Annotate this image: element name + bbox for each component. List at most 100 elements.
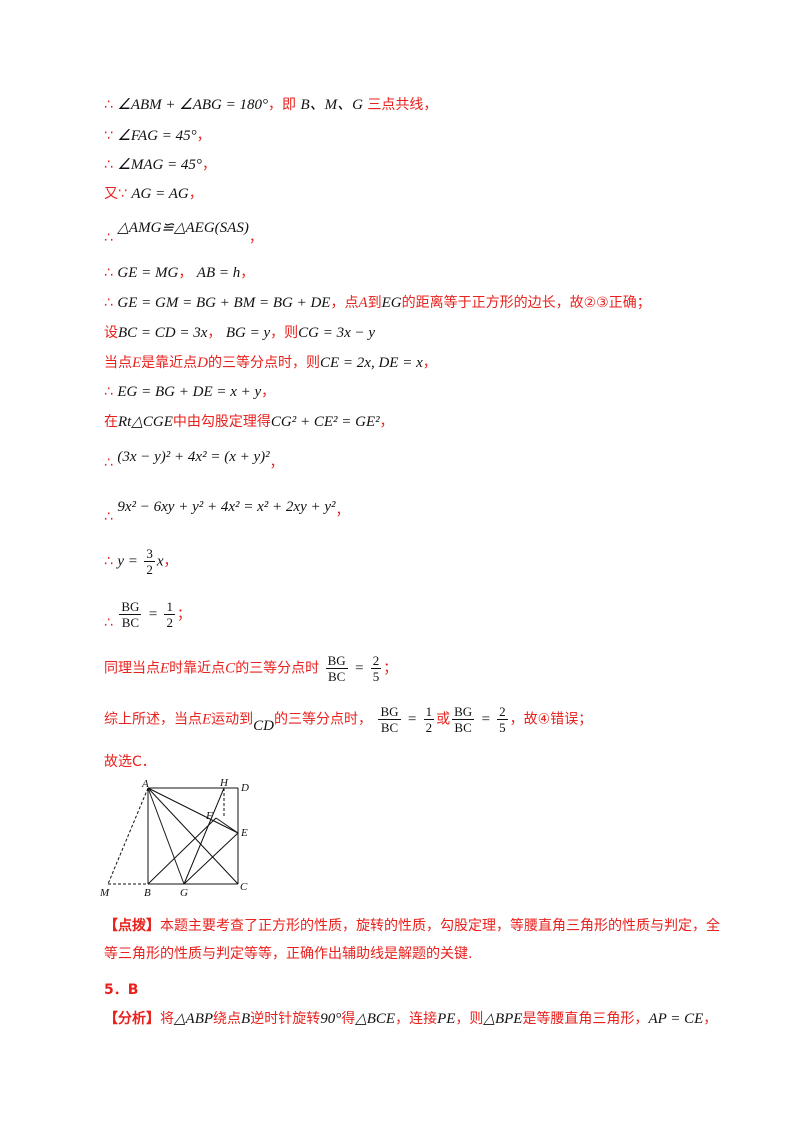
equals: = xyxy=(147,606,159,623)
text: ，故④错误； xyxy=(509,711,593,728)
fraction: BG BC xyxy=(452,704,475,735)
numerator: BG xyxy=(325,653,348,669)
line-9: 当点E是靠近点D的三等分点时，则CE = 2x, DE = x， xyxy=(104,353,437,373)
math-expression: EG = BG + DE = x + y xyxy=(117,384,262,400)
text: 是等腰直角三角形， xyxy=(522,1011,649,1027)
math-expression: △ABP xyxy=(174,1011,214,1027)
denominator: BC xyxy=(121,615,140,630)
label-d: D xyxy=(240,782,249,794)
label-e: E xyxy=(240,827,248,839)
text: 综上所述，当点 xyxy=(104,711,202,728)
math-expression: Rt△CGE xyxy=(118,414,173,430)
text: ，则 xyxy=(270,325,299,341)
math-expression: △BPE xyxy=(483,1011,523,1027)
therefore-symbol: ∴ xyxy=(104,553,113,570)
math-expression: 9x² − 6xy + y² + 4x² = x² + 2xy + y² xyxy=(117,499,336,515)
math-expression: (3x − y)² + 4x² = (x + y)² xyxy=(117,449,270,465)
math-expression: AG = AG xyxy=(131,186,189,202)
line-2: ∵ ∠FAG = 45°， xyxy=(104,126,211,146)
line-16: 同理当点E时靠近点C的三等分点时 BG BC = 2 5； xyxy=(104,653,397,684)
fraction: BG BC xyxy=(119,599,142,630)
analysis-tag: 【分析】 xyxy=(104,1011,160,1027)
text: 的三等分点时，则 xyxy=(208,355,321,371)
segment: CD xyxy=(253,717,275,734)
line-15: ∴ BG BC = 1 2； xyxy=(104,599,191,631)
text: 的三等分点时， xyxy=(274,711,373,728)
denominator: 2 xyxy=(166,615,173,630)
therefore-symbol: ∴ xyxy=(104,509,113,525)
point: A xyxy=(358,295,368,311)
text: ， xyxy=(188,186,203,202)
text: ， xyxy=(269,455,284,471)
denominator: BC xyxy=(380,720,399,735)
numerator: 3 xyxy=(144,546,155,562)
text: ， xyxy=(379,414,394,430)
line-12: ∴ (3x − y)² + 4x² = (x + y)²， xyxy=(104,447,284,471)
equals: = xyxy=(354,660,365,677)
point: C xyxy=(225,660,236,677)
therefore-symbol: ∴ xyxy=(104,230,113,246)
numerator: 2 xyxy=(370,653,382,669)
numerator: BG xyxy=(452,704,475,720)
text: ， xyxy=(196,128,211,144)
point: D xyxy=(197,355,209,371)
answer-label: 5．B xyxy=(104,982,139,998)
math-expression: ∠MAG = 45° xyxy=(117,157,202,173)
line-5: ∴ △AMG≌△AEG(SAS)， xyxy=(104,218,263,246)
tip-paragraph: 【点拨】本题主要考查了正方形的性质，旋转的性质，勾股定理，等腰直角三角形的性质与… xyxy=(104,912,724,968)
equals: = xyxy=(406,711,418,728)
label-b: B xyxy=(144,887,151,898)
text: 设 xyxy=(104,325,118,341)
math-expression: BC = CD = 3x xyxy=(118,325,208,341)
text: 中由勾股定理得 xyxy=(172,414,271,430)
numerator: BG xyxy=(119,599,142,615)
numerator: BG xyxy=(378,704,401,720)
text: 运动到 xyxy=(211,711,254,728)
line-4: 又∵ AG = AG， xyxy=(104,184,203,204)
denominator: BC xyxy=(328,669,346,684)
math-expression: GE = MG xyxy=(117,265,179,281)
math-expression: AP = CE xyxy=(648,1011,704,1027)
tip-tag: 【点拨】 xyxy=(104,918,160,934)
line-3: ∴ ∠MAG = 45°， xyxy=(104,155,216,175)
therefore-symbol: ∴ xyxy=(104,265,113,281)
point: E xyxy=(160,660,170,677)
text: 绕点 xyxy=(213,1011,242,1027)
therefore-symbol: ∴ xyxy=(104,614,113,631)
label-h: H xyxy=(219,778,229,789)
equals: = xyxy=(480,711,491,728)
text: 故选C． xyxy=(104,754,156,770)
denominator: 2 xyxy=(146,562,153,577)
math-expression: 90° xyxy=(320,1011,342,1027)
math-expression: △BCE xyxy=(355,1011,396,1027)
analysis-line: 【分析】将△ABP绕点B逆时针旋转90°得△BCE，连接PE，则△BPE是等腰直… xyxy=(104,1009,717,1029)
math-expression: ∠FAG = 45° xyxy=(117,128,197,144)
text: ， xyxy=(422,355,437,371)
therefore-symbol: ∴ xyxy=(104,455,113,471)
text: ； xyxy=(383,660,398,677)
text: ， xyxy=(207,325,222,341)
fraction: BG BC xyxy=(378,704,401,735)
variable: x xyxy=(156,553,164,570)
segment-bf xyxy=(147,817,217,885)
text: 在 xyxy=(104,414,118,430)
line-6: ∴ GE = MG， AB = h， xyxy=(104,263,254,283)
label-f: F xyxy=(205,810,213,822)
math-expression: BG = y xyxy=(225,325,271,341)
denominator: 5 xyxy=(372,669,380,684)
text: ，则 xyxy=(455,1011,484,1027)
line-10: ∴ EG = BG + DE = x + y， xyxy=(104,382,275,402)
line-8: 设BC = CD = 3x， BG = y，则CG = 3x − y xyxy=(104,323,375,343)
segment-ae xyxy=(147,787,239,834)
line-1: ∴ ∠ABM + ∠ABG = 180°，即 B、M、G 三点共线， xyxy=(104,95,437,115)
text: ， xyxy=(703,1011,718,1027)
point: E xyxy=(202,711,212,728)
therefore-symbol: ∴ xyxy=(104,384,113,400)
tip-text: 本题主要考查了正方形的性质，旋转的性质，勾股定理，等腰直角三角形的性质与判定，全… xyxy=(104,918,720,962)
math-expression: CE = 2x, DE = x xyxy=(320,355,423,371)
